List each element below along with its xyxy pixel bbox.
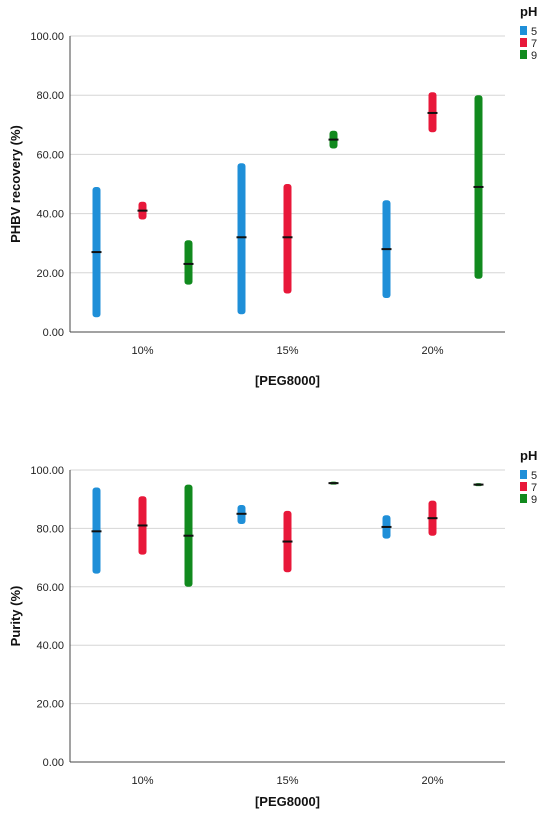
chart0-x-tick-label: 15% [276,345,298,357]
chart1-legend-label-ph9: 9 [531,494,537,506]
chart0-y-tick-label: 100.00 [30,31,64,43]
chart0-x-tick-label: 10% [131,345,153,357]
chart1-legend-swatch-ph7 [520,482,527,491]
chart1-legend-label-ph7: 7 [531,482,537,494]
chart0-legend-swatch-ph9 [520,50,527,59]
chart1-y-tick-label: 40.00 [36,640,64,652]
chart0-y-tick-label: 20.00 [36,268,64,280]
chart1-y-tick-label: 80.00 [36,523,64,535]
chart0-y-tick-label: 60.00 [36,149,64,161]
chart0-legend-title: pH [520,4,537,19]
chart0-legend-label-ph7: 7 [531,38,537,50]
chart1-y-tick-label: 100.00 [30,465,64,477]
chart0-range-bar-ph9 [184,240,193,285]
chart0-x-tick-label: 20% [421,345,443,357]
chart1-x-tick-label: 15% [276,775,298,787]
chart1-legend-swatch-ph5 [520,470,527,479]
chart0-legend-swatch-ph5 [520,26,527,35]
chart1-x-tick-label: 10% [131,775,153,787]
chart1-x-axis-title: [PEG8000] [255,794,320,809]
chart0-legend-label-ph9: 9 [531,50,537,62]
chart0-legend-label-ph5: 5 [531,26,537,38]
chart0-y-tick-label: 40.00 [36,209,64,221]
chart0-y-axis-title: PHBV recovery (%) [8,125,23,243]
chart1-y-tick-label: 20.00 [36,699,64,711]
chart1-legend-swatch-ph9 [520,494,527,503]
chart0-legend-swatch-ph7 [520,38,527,47]
chart1-legend-label-ph5: 5 [531,470,537,482]
chart0-x-axis-title: [PEG8000] [255,373,320,388]
chart0-range-bar-ph5 [237,163,246,315]
phbv-recovery-chart: 0.00 20.00 40.00 60.00 80.00 100.00 10% 15% 20% [… [8,4,537,388]
chart0-range-bar-ph7 [283,184,292,294]
purity-chart: 0.00 20.00 40.00 60.00 80.00 100.00 10% 15% 20% [… [8,448,537,809]
chart1-y-tick-label: 60.00 [36,582,64,594]
chart1-y-tick-label: 0.00 [43,757,64,769]
chart0-y-tick-label: 0.00 [43,327,64,339]
chart0-y-tick-label: 80.00 [36,90,64,102]
chart1-x-tick-label: 20% [421,775,443,787]
chart1-legend-title: pH [520,448,537,463]
chart1-y-axis-title: Purity (%) [8,586,23,647]
